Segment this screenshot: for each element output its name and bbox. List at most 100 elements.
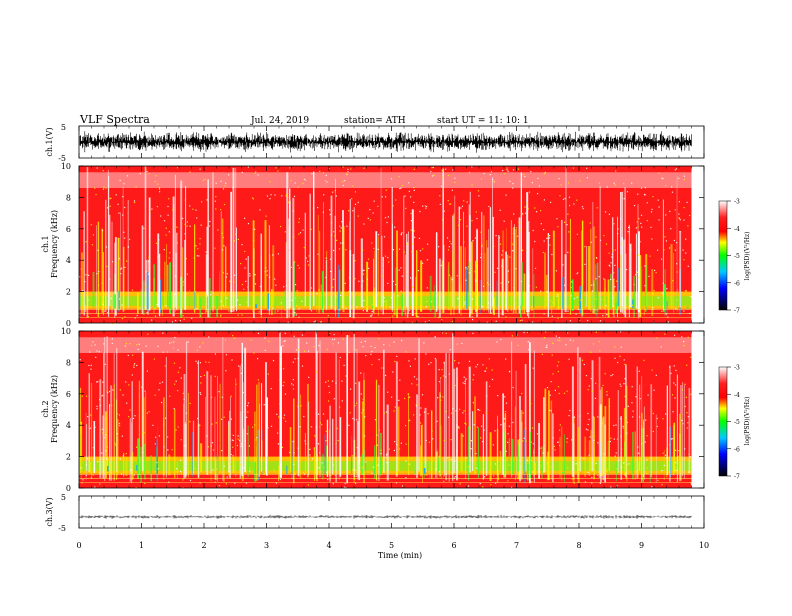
heatmap-speckle xyxy=(199,425,200,426)
heatmap-speckle xyxy=(657,418,658,419)
heatmap-speckle xyxy=(252,197,253,198)
heatmap-speckle xyxy=(183,281,184,282)
heatmap-speckle xyxy=(662,293,663,294)
heatmap-streak xyxy=(318,215,319,313)
heatmap-streak xyxy=(104,460,106,472)
heatmap-streak xyxy=(339,270,340,312)
heatmap-speckle xyxy=(343,339,344,340)
heatmap-speckle xyxy=(358,202,359,203)
heatmap-streak xyxy=(394,294,396,316)
heatmap-speckle xyxy=(679,456,680,457)
heatmap-speckle xyxy=(211,446,212,447)
heatmap-speckle xyxy=(684,179,685,180)
ch1-colorbar-tick-label: -7 xyxy=(734,308,740,315)
heatmap-streak xyxy=(633,276,635,318)
heatmap-speckle xyxy=(569,197,570,198)
heatmap-streak xyxy=(374,296,375,309)
heatmap-streak xyxy=(610,274,612,309)
heatmap-speckle xyxy=(690,394,691,395)
heatmap-speckle xyxy=(308,377,309,378)
heatmap-streak xyxy=(343,226,345,312)
heatmap-speckle xyxy=(298,234,299,235)
heatmap-speckle xyxy=(543,229,544,230)
heatmap-speckle xyxy=(331,234,332,235)
heatmap-streak xyxy=(562,277,564,309)
heatmap-streak xyxy=(109,404,110,481)
heatmap-speckle xyxy=(522,440,523,441)
heatmap-speckle xyxy=(176,468,177,469)
heatmap-speckle xyxy=(371,351,372,352)
ch1-spec-ytick-label: 10 xyxy=(61,162,71,171)
heatmap-speckle xyxy=(439,369,440,370)
heatmap-speckle xyxy=(105,434,106,435)
heatmap-speckle xyxy=(610,441,611,442)
heatmap-speckle xyxy=(238,435,239,436)
heatmap-speckle xyxy=(681,336,682,337)
heatmap-streak xyxy=(401,293,403,316)
heatmap-speckle xyxy=(664,334,665,335)
heatmap-speckle xyxy=(96,406,97,407)
heatmap-speckle xyxy=(146,346,147,347)
heatmap-speckle xyxy=(600,483,601,484)
heatmap-speckle xyxy=(626,433,627,434)
heatmap-speckle xyxy=(512,422,513,423)
heatmap-speckle xyxy=(298,406,299,407)
heatmap-speckle xyxy=(84,281,85,282)
heatmap-speckle xyxy=(628,231,629,232)
heatmap-speckle xyxy=(291,267,292,268)
heatmap-speckle xyxy=(472,299,473,300)
heatmap-speckle xyxy=(185,464,186,465)
heatmap-speckle xyxy=(392,371,393,372)
heatmap-speckle xyxy=(231,311,232,312)
heatmap-streak xyxy=(288,219,290,309)
heatmap-speckle xyxy=(229,281,230,282)
heatmap-speckle xyxy=(683,341,684,342)
heatmap-speckle xyxy=(214,248,215,249)
heatmap-speckle xyxy=(550,410,551,411)
heatmap-streak xyxy=(490,207,491,314)
heatmap-speckle xyxy=(128,246,129,247)
heatmap-speckle xyxy=(674,365,675,366)
heatmap-speckle xyxy=(383,301,384,302)
heatmap-speckle xyxy=(394,361,395,362)
heatmap-speckle xyxy=(481,426,482,427)
heatmap-speckle xyxy=(101,283,102,284)
heatmap-speckle xyxy=(639,416,640,417)
heatmap-speckle xyxy=(455,385,456,386)
heatmap-speckle xyxy=(224,417,225,418)
heatmap-speckle xyxy=(491,171,492,172)
heatmap-speckle xyxy=(316,372,317,373)
heatmap-speckle xyxy=(587,429,588,430)
heatmap-speckle xyxy=(686,290,687,291)
heatmap-speckle xyxy=(399,448,400,449)
heatmap-speckle xyxy=(358,216,359,217)
heatmap-speckle xyxy=(293,236,294,237)
heatmap-speckle xyxy=(190,480,191,481)
heatmap-speckle xyxy=(208,446,209,447)
heatmap-streak xyxy=(280,346,282,478)
heatmap-streak xyxy=(305,213,306,307)
heatmap-speckle xyxy=(399,249,400,250)
heatmap-speckle xyxy=(231,359,232,360)
heatmap-speckle xyxy=(574,483,575,484)
heatmap-speckle xyxy=(164,249,165,250)
heatmap-speckle xyxy=(320,422,321,423)
heatmap-speckle xyxy=(475,238,476,239)
heatmap-speckle xyxy=(529,285,530,286)
heatmap-speckle xyxy=(518,169,519,170)
heatmap-speckle xyxy=(676,168,677,169)
heatmap-speckle xyxy=(355,383,356,384)
heatmap-speckle xyxy=(665,214,666,215)
heatmap-speckle xyxy=(306,343,307,344)
heatmap-speckle xyxy=(348,336,349,337)
heatmap-speckle xyxy=(588,389,589,390)
heatmap-streak xyxy=(198,360,199,478)
heatmap-speckle xyxy=(411,383,412,384)
heatmap-speckle xyxy=(546,291,547,292)
heatmap-speckle xyxy=(147,413,148,414)
heatmap-speckle xyxy=(342,400,343,401)
heatmap-streak xyxy=(545,389,547,473)
heatmap-speckle xyxy=(97,167,98,168)
heatmap-streak xyxy=(327,420,328,477)
